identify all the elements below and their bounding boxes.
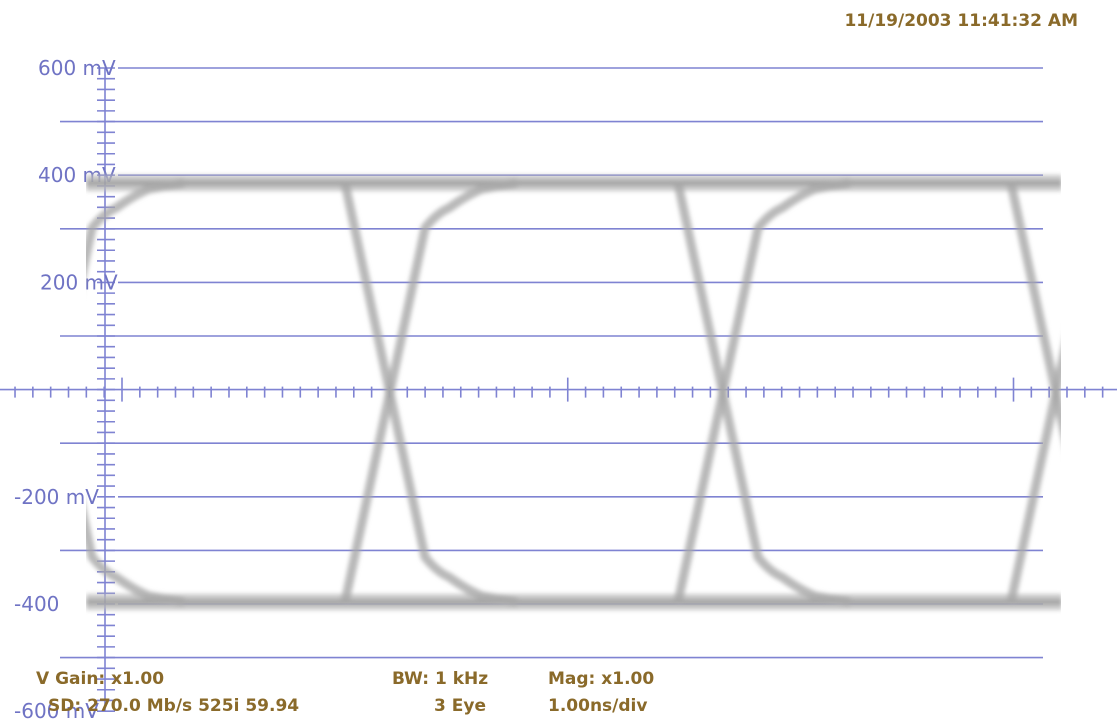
eye-waveform	[12, 183, 1117, 602]
signal-format: SD: 270.0 Mb/s 525i 59.94	[48, 696, 299, 716]
v-gain: V Gain: x1.00	[36, 669, 164, 689]
scale-label: -200 mV	[14, 485, 99, 509]
scale-label: -400	[14, 592, 59, 616]
bandwidth: BW: 1 kHz	[392, 669, 488, 689]
trace-edge	[345, 183, 517, 602]
graticule	[0, 68, 1117, 712]
scope-display: 600 mV400 mV200 mV-200 mV-400-600 mV 11/…	[0, 0, 1117, 719]
scale-label: 200 mV	[40, 270, 118, 294]
page: {"header": {"timestamp": "11/19/2003 11:…	[0, 0, 1117, 719]
trace-edge	[345, 183, 517, 602]
magnification: Mag: x1.00	[548, 669, 654, 689]
timestamp: 11/19/2003 11:41:32 AM	[844, 11, 1078, 31]
timebase: 1.00ns/div	[548, 696, 647, 716]
display-mode: 3 Eye	[434, 696, 486, 716]
scale-label: 600 mV	[38, 56, 116, 80]
